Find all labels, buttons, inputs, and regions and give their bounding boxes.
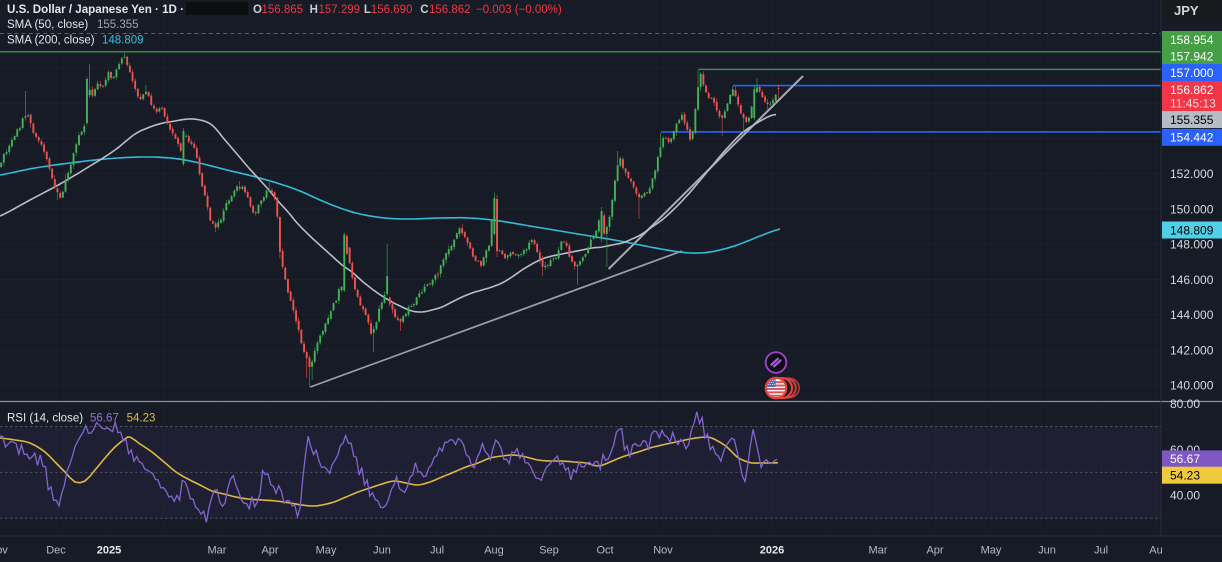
svg-text:Oct: Oct — [596, 545, 613, 557]
svg-text:Jul: Jul — [430, 545, 444, 557]
svg-text:148.000: 148.000 — [1170, 238, 1214, 252]
svg-text:Au: Au — [1149, 545, 1162, 557]
svg-text:U.S. Dollar / Japanese Yen · 1: U.S. Dollar / Japanese Yen · 1D · — [7, 3, 184, 16]
svg-text:ov: ov — [0, 545, 8, 557]
svg-text:H: H — [310, 4, 318, 16]
svg-text:156.865: 156.865 — [262, 4, 304, 16]
svg-text:May: May — [316, 545, 337, 557]
svg-text:Jul: Jul — [1094, 545, 1108, 557]
svg-text:154.442: 154.442 — [1170, 131, 1214, 145]
svg-text:Mar: Mar — [869, 545, 888, 557]
svg-text:O: O — [253, 4, 262, 16]
svg-text:144.000: 144.000 — [1170, 308, 1214, 322]
svg-text:C: C — [420, 4, 428, 16]
svg-text:Dec: Dec — [46, 545, 66, 557]
svg-text:Aug: Aug — [484, 545, 504, 557]
svg-text:Sep: Sep — [539, 545, 559, 557]
svg-text:54.23: 54.23 — [1170, 469, 1200, 483]
svg-text:156.690: 156.690 — [371, 4, 413, 16]
svg-text:SMA (50, close): SMA (50, close) — [7, 19, 88, 31]
svg-text:80.00: 80.00 — [1170, 397, 1200, 411]
svg-text:Apr: Apr — [261, 545, 278, 557]
svg-text:155.355: 155.355 — [97, 19, 139, 31]
svg-text:156.862: 156.862 — [429, 4, 471, 16]
svg-text:157.299: 157.299 — [319, 4, 361, 16]
svg-text:157.000: 157.000 — [1170, 66, 1214, 80]
svg-text:54.23: 54.23 — [127, 413, 156, 425]
svg-text:150.000: 150.000 — [1170, 202, 1214, 216]
svg-text:Jun: Jun — [1038, 545, 1056, 557]
svg-text:Jun: Jun — [373, 545, 391, 557]
svg-text:JPY: JPY — [1174, 3, 1199, 18]
svg-text:RSI (14, close): RSI (14, close) — [7, 413, 83, 425]
svg-text:Mar: Mar — [208, 545, 227, 557]
svg-text:May: May — [981, 545, 1002, 557]
svg-text:Nov: Nov — [653, 545, 673, 557]
svg-text:2025: 2025 — [97, 545, 121, 557]
svg-text:40.00: 40.00 — [1170, 489, 1200, 503]
svg-text:140.000: 140.000 — [1170, 379, 1214, 393]
svg-text:2026: 2026 — [760, 545, 784, 557]
svg-text:SMA (200, close): SMA (200, close) — [7, 35, 95, 47]
svg-text:148.809: 148.809 — [1170, 223, 1214, 237]
svg-text:Apr: Apr — [926, 545, 943, 557]
svg-text:146.000: 146.000 — [1170, 273, 1214, 287]
svg-text:155.355: 155.355 — [1170, 113, 1214, 127]
svg-text:152.000: 152.000 — [1170, 167, 1214, 181]
svg-text:148.809: 148.809 — [102, 35, 144, 47]
svg-text:−0.003 (−0.00%): −0.003 (−0.00%) — [476, 4, 562, 16]
svg-text:56.67: 56.67 — [90, 413, 119, 425]
svg-text:158.954: 158.954 — [1170, 33, 1214, 47]
svg-text:157.942: 157.942 — [1170, 49, 1214, 63]
svg-text:56.67: 56.67 — [1170, 452, 1200, 466]
svg-text:11:45:13: 11:45:13 — [1170, 97, 1216, 111]
svg-text:156.862: 156.862 — [1170, 83, 1214, 97]
svg-text:142.000: 142.000 — [1170, 343, 1214, 357]
svg-text:L: L — [364, 4, 371, 16]
